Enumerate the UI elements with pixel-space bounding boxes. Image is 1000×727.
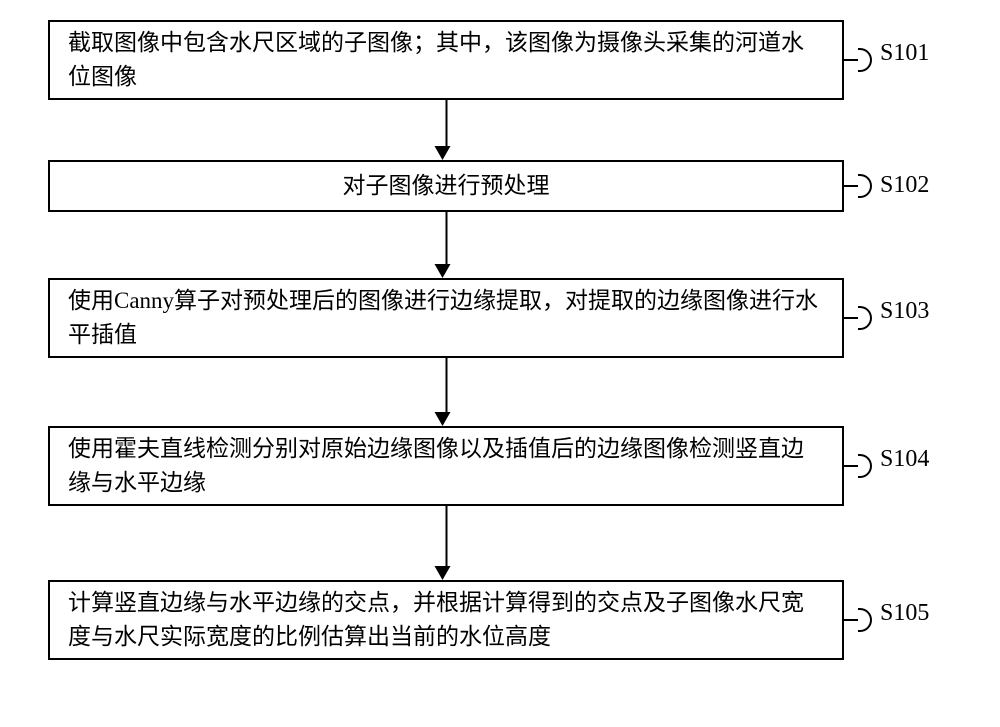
step-box-s105: 计算竖直边缘与水平边缘的交点，并根据计算得到的交点及子图像水尺宽度与水尺实际宽度… (48, 580, 844, 660)
step-text: 计算竖直边缘与水平边缘的交点，并根据计算得到的交点及子图像水尺宽度与水尺实际宽度… (68, 586, 824, 655)
step-box-s101: 截取图像中包含水尺区域的子图像；其中，该图像为摄像头采集的河道水位图像 (48, 20, 844, 100)
step-box-s102: 对子图像进行预处理 (48, 160, 844, 212)
label-connector-s103 (844, 306, 872, 330)
step-label-s104: S104 (880, 446, 929, 473)
arrow-1 (442, 100, 451, 160)
step-text: 使用Canny算子对预处理后的图像进行边缘提取，对提取的边缘图像进行水平插值 (68, 284, 824, 353)
label-connector-s101 (844, 48, 872, 72)
step-box-s103: 使用Canny算子对预处理后的图像进行边缘提取，对提取的边缘图像进行水平插值 (48, 278, 844, 358)
step-label-s101: S101 (880, 40, 929, 67)
label-connector-s105 (844, 608, 872, 632)
step-text: 使用霍夫直线检测分别对原始边缘图像以及插值后的边缘图像检测竖直边缘与水平边缘 (68, 432, 824, 501)
step-text: 截取图像中包含水尺区域的子图像；其中，该图像为摄像头采集的河道水位图像 (68, 26, 824, 95)
step-box-s104: 使用霍夫直线检测分别对原始边缘图像以及插值后的边缘图像检测竖直边缘与水平边缘 (48, 426, 844, 506)
label-connector-s104 (844, 454, 872, 478)
step-label-s103: S103 (880, 298, 929, 325)
arrow-3 (442, 358, 451, 426)
step-label-s102: S102 (880, 172, 929, 199)
flowchart-container: 截取图像中包含水尺区域的子图像；其中，该图像为摄像头采集的河道水位图像 S101… (0, 0, 1000, 727)
arrow-4 (442, 506, 451, 580)
step-label-s105: S105 (880, 600, 929, 627)
step-text: 对子图像进行预处理 (68, 169, 824, 204)
label-connector-s102 (844, 174, 872, 198)
arrow-2 (442, 212, 451, 278)
